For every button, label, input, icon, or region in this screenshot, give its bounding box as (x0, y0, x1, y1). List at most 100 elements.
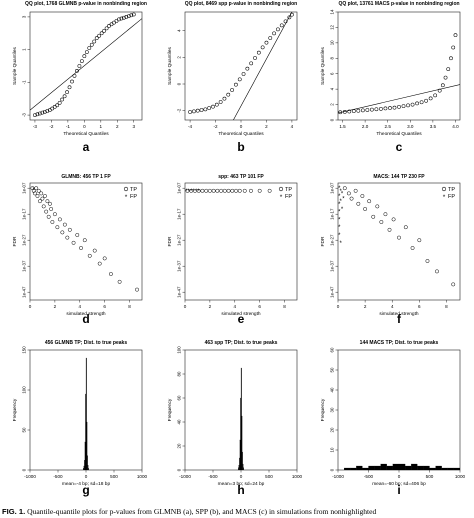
fp-point: * (338, 194, 341, 200)
y-tick-label: 10 (330, 447, 335, 452)
tp-point (204, 188, 209, 193)
x-tick-label: -3 (33, 124, 38, 129)
tp-point (44, 209, 49, 214)
qq-point (260, 45, 265, 50)
tp-point (62, 222, 67, 227)
tp-point (87, 253, 92, 258)
y-axis-label: Frequency (12, 398, 18, 421)
histogram-bar (435, 465, 442, 470)
x-tick-label: -500 (208, 474, 218, 479)
histogram-bar (380, 463, 387, 470)
fp-point: * (338, 210, 341, 216)
qq-point (230, 88, 234, 92)
y-tick-label: 1e-17 (330, 208, 335, 220)
qq-point (276, 27, 280, 32)
fp-point: * (338, 217, 341, 223)
tp-point (42, 194, 47, 198)
data-layer (344, 463, 460, 470)
panel-title: GLMNB: 456 TP 1 FP (61, 174, 111, 180)
qq-point (342, 110, 347, 114)
tp-point (237, 188, 242, 193)
data-layer: * (30, 186, 139, 292)
y-tick-label: 50 (330, 367, 335, 372)
fp-point: * (338, 233, 341, 239)
panel-title: QQ plot, 8469 spp p-value in nonbinding … (185, 1, 298, 7)
qq-point (241, 72, 246, 76)
y-tick-label: 1e-27 (330, 234, 335, 246)
x-tick-label: 2 (265, 124, 268, 129)
fp-point: * (340, 241, 343, 247)
x-tick-label: 1000 (455, 474, 466, 479)
histogram-bar (87, 465, 89, 470)
legend-tp-marker (278, 186, 284, 192)
y-tick-label: 1 (22, 48, 27, 51)
histogram-bar (405, 465, 412, 470)
panel-letter: g (82, 483, 89, 497)
tp-point (375, 204, 380, 209)
x-axis-label: Theoretical Quantiles (218, 131, 264, 137)
histogram-bar (242, 463, 244, 470)
x-tick-label: 6 (258, 304, 261, 309)
x-tick-label: -1000 (332, 474, 344, 479)
tp-point (39, 191, 44, 196)
qq-point (440, 83, 445, 88)
tp-point (46, 214, 51, 219)
qq-point (449, 56, 453, 61)
qq-point (117, 17, 121, 22)
x-axis-label: Theoretical Quantiles (63, 131, 109, 137)
tp-point (219, 188, 224, 193)
qq-point (80, 59, 84, 63)
histogram-bar (453, 467, 460, 470)
y-tick-label: 1e-37 (22, 260, 27, 272)
y-tick-label: 100 (177, 346, 182, 354)
plot-frame (29, 182, 143, 301)
histogram-bar (243, 467, 244, 470)
y-axis-label: FDR (320, 236, 326, 246)
qq-point (55, 103, 60, 108)
reference-line (233, 12, 293, 120)
fp-point: * (185, 189, 188, 195)
fp-point: * (195, 189, 198, 195)
legend-fp-label: FP (285, 194, 292, 200)
x-axis-label: simulated strength (221, 311, 261, 317)
x-tick-label: 500 (265, 474, 273, 479)
qq-point (437, 88, 442, 93)
qq-point (365, 108, 370, 112)
tp-point (67, 227, 72, 232)
x-tick-label: 4 (391, 304, 394, 309)
x-tick-label: -2 (213, 124, 218, 129)
qq-point (406, 103, 410, 108)
tp-point (403, 225, 408, 230)
y-tick-label: 0 (22, 468, 27, 471)
histogram-bar (417, 465, 424, 470)
y-tick-label: 1e-17 (177, 208, 182, 220)
legend-tp-marker (123, 186, 129, 192)
tp-point (55, 225, 60, 230)
tp-point (193, 188, 197, 193)
x-tick-label: 0 (337, 304, 340, 309)
qq-point (33, 113, 37, 117)
histogram-bar (386, 465, 393, 470)
y-tick-label: 2 (177, 56, 182, 59)
tp-point (108, 272, 113, 276)
qq-point (67, 85, 72, 90)
panel-g: 456 GLMNB TP; Dist. to true peaks -1000 -5… (12, 340, 148, 497)
y-tick-label: 1e-47 (177, 286, 182, 298)
qq-point (195, 108, 200, 113)
tp-point (451, 282, 456, 287)
panel-title: MACS: 144 TP 230 FP (373, 174, 425, 180)
data-layer (188, 12, 294, 120)
tp-point (200, 188, 205, 193)
qq-point (410, 102, 415, 107)
tp-point (49, 207, 54, 211)
plot-frame (184, 182, 298, 301)
fp-point: * (338, 202, 341, 208)
qq-point (203, 107, 208, 112)
qq-point (264, 40, 269, 45)
x-tick-label: 1000 (137, 474, 148, 479)
panel-d: GLMNB: 456 TP 1 FP 0 2 4 6 8 1e-07 1e-17 1e-27 1e… (12, 174, 143, 326)
qq-point (45, 109, 50, 113)
x-tick-label: 0 (240, 124, 243, 129)
panel-letter: d (82, 312, 89, 326)
legend-tp-label: TP (285, 187, 292, 193)
